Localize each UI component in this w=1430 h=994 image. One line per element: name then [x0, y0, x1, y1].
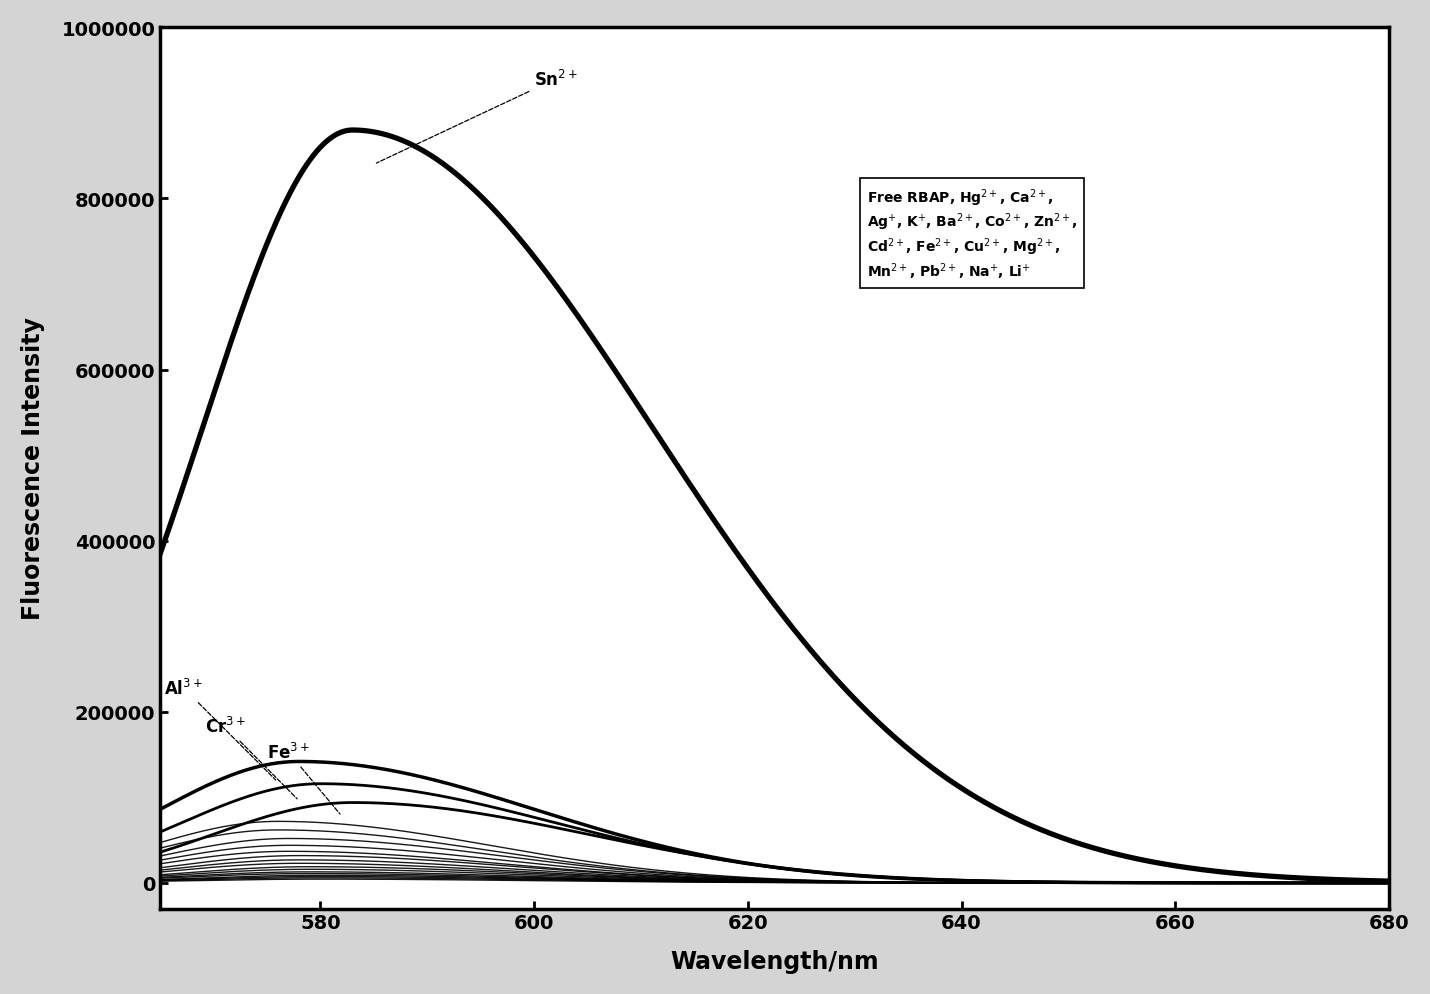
Text: Al$^{3+}$: Al$^{3+}$	[164, 678, 276, 780]
Y-axis label: Fluorescence Intensity: Fluorescence Intensity	[21, 317, 44, 620]
Text: Sn$^{2+}$: Sn$^{2+}$	[376, 70, 578, 164]
Text: Free RBAP, Hg$^{2+}$, Ca$^{2+}$,
Ag$^{+}$, K$^{+}$, Ba$^{2+}$, Co$^{2+}$, Zn$^{2: Free RBAP, Hg$^{2+}$, Ca$^{2+}$, Ag$^{+}…	[867, 187, 1077, 281]
Text: Fe$^{3+}$: Fe$^{3+}$	[267, 743, 340, 814]
X-axis label: Wavelength/nm: Wavelength/nm	[671, 949, 879, 973]
Text: Cr$^{3+}$: Cr$^{3+}$	[204, 717, 297, 799]
